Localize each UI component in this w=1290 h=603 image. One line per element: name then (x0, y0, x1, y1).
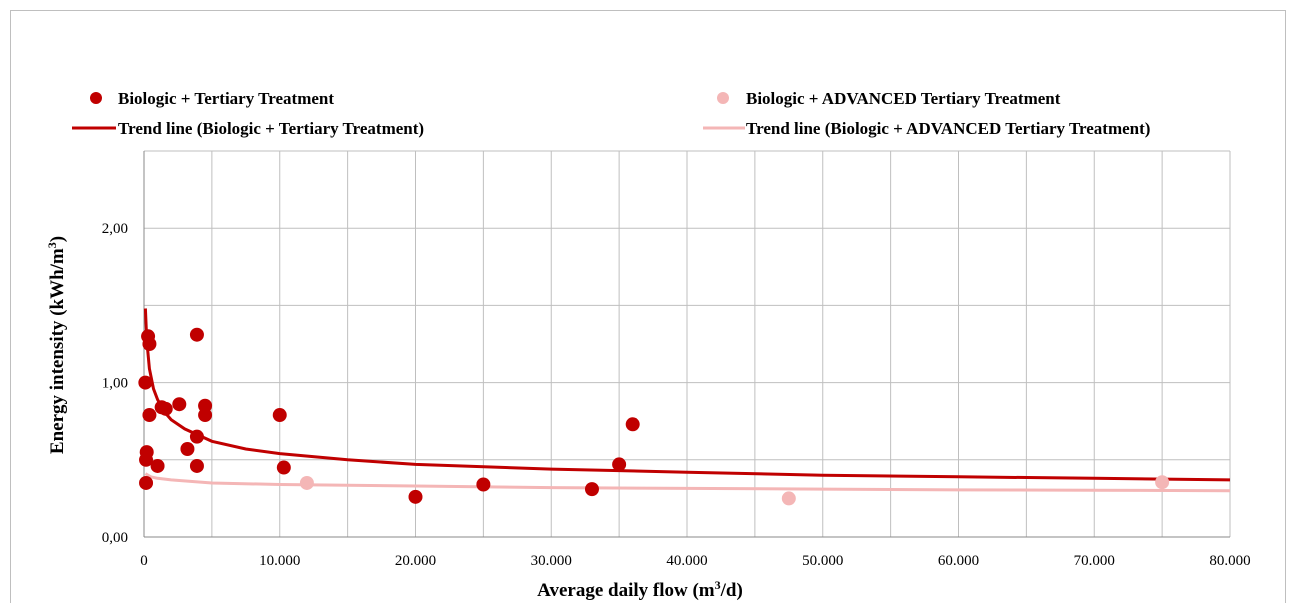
y-axis-title-main: Energy intensity (kWh/m (47, 248, 68, 454)
data-point-series-1 (625, 417, 640, 432)
data-point-series-1 (198, 408, 213, 423)
y-tick-labels: 0,00 1,00 2,00 (102, 221, 128, 546)
x-tick-labels: 0 10.000 20.000 30.000 40.000 50.000 60.000 70.… (140, 553, 1250, 569)
data-point-series-1 (584, 482, 599, 497)
x-tick-label: 20.000 (395, 553, 436, 569)
data-point-series-1 (408, 489, 423, 504)
trend-line-2 (144, 472, 1231, 493)
x-tick-label: 40.000 (666, 553, 707, 569)
data-point-series-1 (150, 458, 165, 473)
data-point-series-1 (189, 429, 204, 444)
x-tick-label: 80.000 (1209, 553, 1250, 569)
data-point-series-1 (189, 458, 204, 473)
data-points (138, 327, 1170, 506)
data-point-series-1 (172, 397, 187, 412)
trend-line-1 (143, 308, 1231, 482)
legend-label-series-2: Biologic + ADVANCED Tertiary Treatment (746, 89, 1061, 108)
x-tick-label: 50.000 (802, 553, 843, 569)
legend-label-series-1: Biologic + Tertiary Treatment (118, 89, 334, 108)
data-point-series-1 (476, 477, 491, 492)
data-point-series-1 (139, 475, 154, 490)
legend-label-trend-2: Trend line (Biologic + ADVANCED Tertiary… (746, 119, 1150, 138)
x-tick-label: 10.000 (259, 553, 300, 569)
data-point-series-1 (142, 408, 157, 423)
legend-label-trend-1: Trend line (Biologic + Tertiary Treatmen… (118, 119, 424, 138)
x-tick-label: 70.000 (1074, 553, 1115, 569)
y-tick-label: 1,00 (102, 376, 128, 392)
data-point-series-1 (612, 457, 627, 472)
trend-lines (143, 308, 1231, 493)
legend-marker-series-1 (90, 92, 102, 104)
data-point-series-2 (299, 475, 314, 490)
x-axis-title-main: Average daily flow (m (537, 580, 715, 601)
legend: Biologic + Tertiary Treatment Biologic +… (72, 89, 1150, 138)
x-axis-title-end: /d) (720, 580, 743, 601)
data-point-series-2 (781, 491, 796, 506)
x-tick-label: 60.000 (938, 553, 979, 569)
y-axis-title-end: ) (47, 236, 68, 242)
y-tick-label: 0,00 (102, 530, 128, 546)
x-axis-title: Average daily flow (m3/d) (537, 578, 743, 601)
data-point-series-1 (276, 460, 291, 475)
y-tick-label: 2,00 (102, 221, 128, 237)
x-tick-label: 0 (140, 553, 148, 569)
data-point-series-1 (138, 375, 153, 390)
data-point-series-2 (1155, 475, 1170, 490)
legend-marker-series-2 (717, 92, 729, 104)
data-point-series-1 (139, 445, 154, 460)
y-axis-title: Energy intensity (kWh/m3) (45, 236, 68, 454)
y-axis-title-sup: 3 (45, 242, 59, 248)
data-point-series-1 (180, 441, 195, 456)
x-tick-label: 30.000 (531, 553, 572, 569)
data-point-series-1 (158, 401, 173, 416)
data-point-series-1 (189, 327, 204, 342)
chart-frame (10, 10, 1286, 603)
data-point-series-1 (142, 337, 157, 351)
data-point-series-1 (272, 408, 287, 423)
x-axis-title-sup: 3 (715, 578, 721, 592)
